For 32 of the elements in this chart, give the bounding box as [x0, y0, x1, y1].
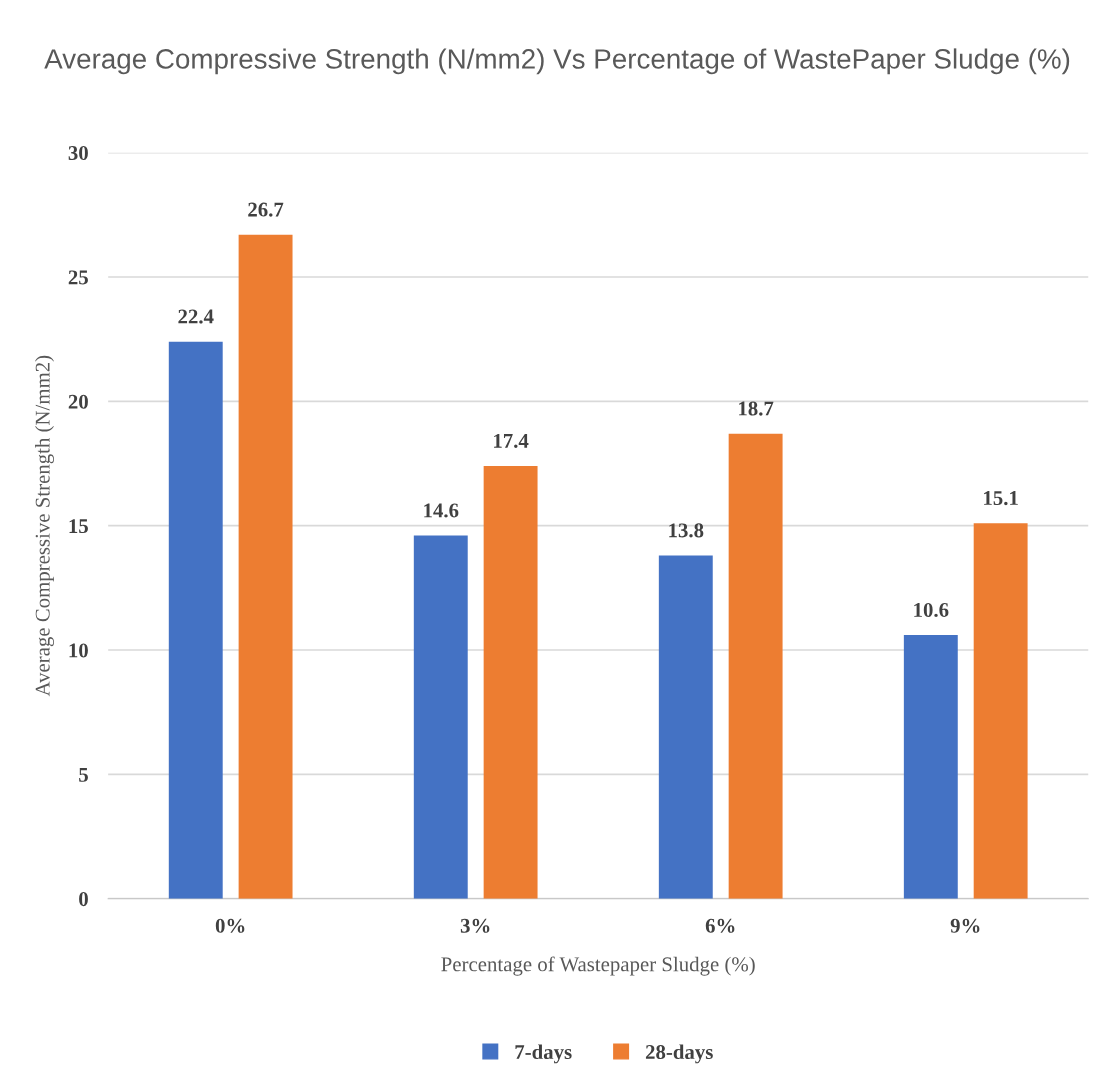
data-label: 26.7: [248, 202, 284, 217]
y-tick-label: 0: [79, 892, 88, 907]
bar: [238, 234, 293, 899]
y-tick-label: 20: [68, 394, 88, 409]
bar: [658, 555, 713, 899]
y-tick-label: 5: [79, 767, 88, 782]
data-label: 13.8: [669, 523, 704, 538]
x-axis-title: Percentage of Wastepaper Sludge (%): [441, 956, 755, 976]
data-label: 22.4: [178, 309, 214, 324]
x-tick-label: 0%: [215, 918, 245, 933]
y-axis-title: Average Compressive Strength (N/mm2): [35, 355, 54, 697]
y-tick-label: 30: [68, 146, 88, 161]
data-label: 17.4: [494, 433, 529, 448]
bar: [903, 635, 958, 899]
y-tick-label: 10: [69, 643, 88, 658]
bar: [483, 465, 538, 899]
data-label: 15.1: [984, 491, 1018, 506]
x-tick-label: 9%: [950, 918, 980, 933]
x-tick-label: 3%: [460, 918, 490, 933]
y-tick-label: 15: [69, 519, 88, 534]
bar: [168, 341, 223, 899]
bar: [728, 433, 783, 899]
data-label: 14.6: [424, 503, 459, 518]
legend-label: 28-days: [645, 1044, 713, 1064]
bar: [973, 523, 1028, 899]
legend-label: 7-days: [515, 1044, 572, 1064]
data-label: 10.6: [914, 602, 949, 618]
bar: [413, 535, 468, 899]
y-tick-label: 25: [68, 270, 88, 285]
x-tick-label: 6%: [705, 918, 735, 933]
chart-title: Average Compressive Strength (N/mm2) Vs Percentage of WastePaper Sludge (%): [44, 48, 1070, 75]
data-label: 18.7: [739, 401, 774, 416]
